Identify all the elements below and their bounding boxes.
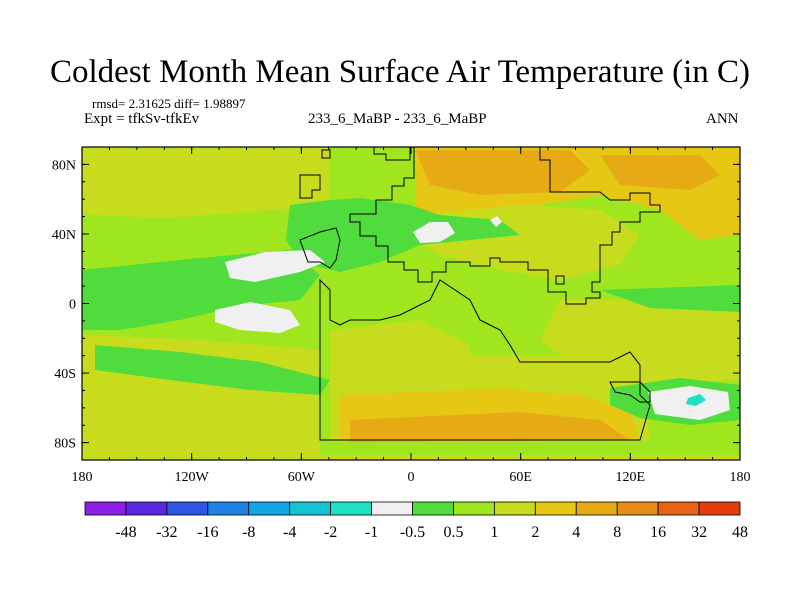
plot-title: Coldest Month Mean Surface Air Temperatu… bbox=[50, 54, 750, 90]
cool-band-atlantic-north bbox=[286, 198, 520, 272]
x-tick-label: 180 bbox=[72, 470, 93, 485]
colorbar-label: 2 bbox=[531, 524, 539, 541]
experiment-label: Expt = tfkSv-tfkEv bbox=[84, 111, 200, 127]
outline-southeast-coast bbox=[609, 381, 651, 403]
colorbar-label: 1 bbox=[490, 524, 498, 541]
colorbar-swatch bbox=[84, 501, 127, 516]
map-plot-area bbox=[82, 147, 740, 460]
y-tick-label: 80S bbox=[54, 437, 76, 452]
hotter-region-north bbox=[415, 150, 590, 195]
colorbar-swatch bbox=[616, 501, 659, 516]
colorbar-label: 32 bbox=[691, 524, 707, 541]
colorbar-label: 48 bbox=[732, 524, 748, 541]
map-axes: 180 120W 60W 0 60E 120E 180 80N 40N 0 40S 80S bbox=[52, 146, 751, 485]
x-tick-label: 120E bbox=[616, 470, 646, 485]
colorbar-swatch bbox=[698, 501, 741, 516]
colorbar-label: -8 bbox=[242, 524, 255, 541]
colorbar-label: 8 bbox=[613, 524, 621, 541]
x-tick-label: 60E bbox=[509, 470, 532, 485]
colorbar-swatch bbox=[657, 501, 700, 516]
x-tick-label: 60W bbox=[288, 470, 316, 485]
x-tick-label: 180 bbox=[730, 470, 751, 485]
cool-band-southwest bbox=[95, 345, 330, 395]
outline-north-continent bbox=[349, 147, 661, 305]
outline-north-island bbox=[373, 147, 411, 161]
colorbar-swatch bbox=[412, 501, 454, 516]
cyan-patch-southeast bbox=[686, 394, 706, 406]
warm-band-north-pacific bbox=[82, 147, 330, 218]
colorbar-label: -48 bbox=[115, 524, 136, 541]
outline-west-isthmus bbox=[299, 227, 341, 269]
warm-band-south-ocean bbox=[320, 455, 740, 460]
colorbar-label: 4 bbox=[572, 524, 580, 541]
colorbar-label: 0.5 bbox=[443, 524, 463, 541]
hotter-region-south bbox=[350, 412, 630, 442]
rmsd-diff-stats: rmsd= 2.31625 diff= 1.98897 bbox=[92, 96, 246, 111]
colorbar-swatch bbox=[207, 501, 250, 516]
season-label: ANN bbox=[706, 111, 739, 127]
colorbar-swatch bbox=[575, 501, 618, 516]
colorbar-swatch bbox=[453, 501, 495, 516]
outline-northwest-pieces bbox=[321, 149, 331, 159]
colorbar-label: -2 bbox=[324, 524, 337, 541]
colorbar: -48 -32 -16 -8 -4 -2 -1 -0.5 0.5 1 2 4 8 16 32 48 bbox=[84, 501, 748, 541]
y-tick-label: 0 bbox=[69, 298, 76, 313]
colorbar-swatch bbox=[125, 501, 168, 516]
outline-east-peninsula bbox=[555, 275, 565, 285]
colorbar-label: 16 bbox=[650, 524, 666, 541]
y-tick-label: 40N bbox=[52, 228, 76, 243]
colorbar-swatch bbox=[534, 501, 577, 516]
neutral-patch-north-atlantic bbox=[413, 222, 455, 243]
outline-west-coast bbox=[299, 174, 321, 199]
colorbar-swatch bbox=[493, 501, 536, 516]
neutral-patch-equator-pacific bbox=[215, 302, 300, 333]
colorbar-label: -4 bbox=[283, 524, 296, 541]
neutral-patch-north-pacific bbox=[225, 250, 325, 282]
colorbar-label: -16 bbox=[197, 524, 218, 541]
colorbar-swatch bbox=[371, 501, 413, 516]
run-ids-label: 233_6_MaBP - 233_6_MaBP bbox=[308, 111, 487, 127]
cool-band-indian bbox=[600, 285, 740, 312]
y-tick-label: 80N bbox=[52, 158, 76, 173]
colorbar-swatch bbox=[289, 501, 332, 516]
colorbar-label: -0.5 bbox=[400, 524, 425, 541]
hotter-region-northeast bbox=[600, 155, 720, 190]
neutral-patch-northeast bbox=[490, 216, 502, 227]
x-tick-label: 120W bbox=[175, 470, 210, 485]
outline-south-continent bbox=[319, 278, 651, 441]
colorbar-label: -1 bbox=[365, 524, 378, 541]
x-tick-label: 0 bbox=[408, 470, 415, 485]
colorbar-swatch bbox=[330, 501, 372, 516]
colorbar-label: -32 bbox=[156, 524, 177, 541]
colorbar-swatch bbox=[166, 501, 209, 516]
colorbar-swatch bbox=[248, 501, 291, 516]
y-tick-label: 40S bbox=[54, 367, 76, 382]
